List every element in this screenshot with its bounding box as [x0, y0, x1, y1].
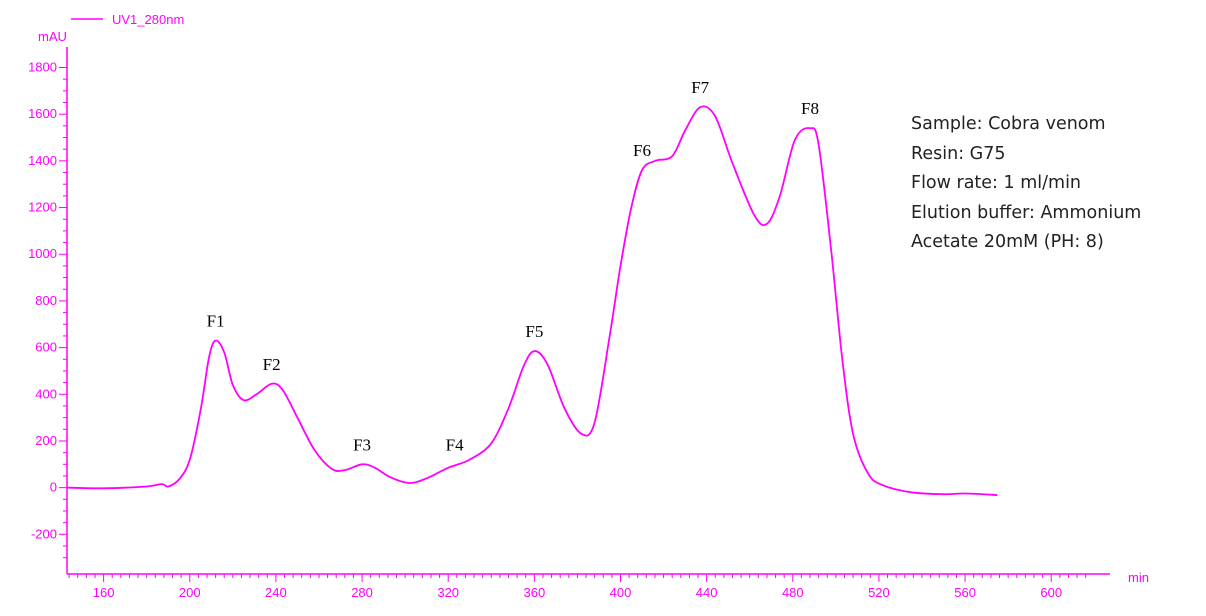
x-tick-label: 320 [437, 585, 459, 600]
info-resin: Resin: G75 [911, 143, 1006, 164]
x-tick-label: 280 [351, 585, 373, 600]
ticks: -200 0 200 400 600 800 1000 1200 1400 1600 1800 160… [28, 60, 1087, 600]
y-tick-label: 1000 [28, 246, 57, 261]
peak-label-f6: F6 [633, 141, 651, 160]
x-tick-label: 600 [1040, 585, 1062, 600]
uv1-280nm-series-line [66, 105, 998, 496]
y-tick-label: 0 [50, 480, 57, 495]
y-tick-label: 1400 [28, 153, 57, 168]
x-tick-label: 400 [610, 585, 632, 600]
peak-label-f2: F2 [263, 355, 281, 374]
x-tick-label: 360 [523, 585, 545, 600]
x-tick-label: 240 [265, 585, 287, 600]
y-tick-label: 200 [35, 433, 57, 448]
peak-labels: F1 F2 F3 F4 F5 F6 F7 F8 [207, 78, 819, 454]
y-tick-label: -200 [31, 526, 57, 541]
y-tick-label: 600 [35, 340, 57, 355]
info-elution-buffer: Elution buffer: Ammonium [911, 202, 1142, 223]
x-tick-label: 440 [696, 585, 718, 600]
info-sample: Sample: Cobra venom [911, 114, 1106, 134]
x-tick-label: 480 [782, 585, 804, 600]
x-tick-label: 160 [93, 585, 115, 600]
y-tick-label: 400 [35, 386, 57, 401]
peak-label-f1: F1 [207, 312, 225, 331]
peak-label-f3: F3 [353, 435, 371, 454]
y-tick-label: 800 [35, 293, 57, 308]
y-tick-label: 1800 [28, 60, 57, 75]
peak-label-f4: F4 [446, 435, 464, 454]
y-tick-label: 1600 [28, 106, 57, 121]
x-tick-label: 200 [179, 585, 201, 600]
y-tick-label: 1200 [28, 200, 57, 215]
info-box: Sample: Cobra venom Resin: G75 Flow rate… [911, 110, 1141, 258]
legend-entry: UV1_280nm [112, 12, 184, 27]
series-layer [66, 105, 998, 496]
peak-label-f5: F5 [525, 322, 543, 341]
x-tick-label: 520 [868, 585, 890, 600]
info-acetate: Acetate 20mM (PH: 8) [911, 232, 1104, 252]
y-axis-label: mAU [38, 29, 67, 44]
legend: UV1_280nm [71, 12, 184, 27]
info-flow-rate: Flow rate: 1 ml/min [911, 173, 1082, 193]
axes: mAU min [38, 29, 1149, 585]
x-axis-label: min [1128, 570, 1149, 585]
peak-label-f7: F7 [691, 78, 709, 97]
x-tick-label: 560 [954, 585, 976, 600]
peak-label-f8: F8 [801, 99, 819, 118]
